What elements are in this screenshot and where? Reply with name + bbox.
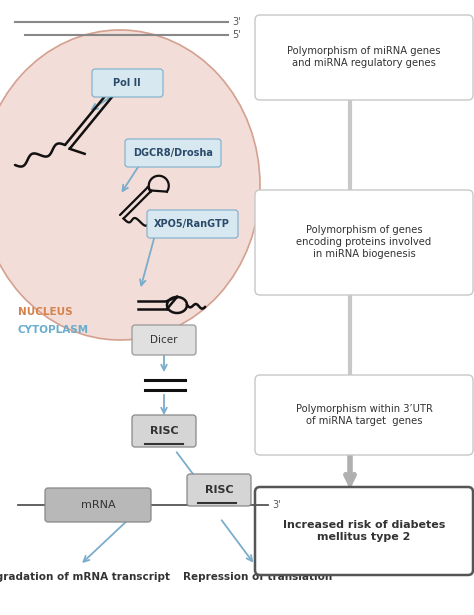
Text: Dicer: Dicer (150, 335, 178, 345)
Text: Polymorphism of miRNA genes
and miRNA regulatory genes: Polymorphism of miRNA genes and miRNA re… (287, 46, 441, 68)
FancyBboxPatch shape (255, 190, 473, 295)
Text: 3': 3' (232, 17, 241, 27)
Text: CYTOPLASM: CYTOPLASM (18, 325, 89, 335)
Text: XPO5/RanGTP: XPO5/RanGTP (154, 219, 230, 229)
Text: Repression of translation: Repression of translation (183, 572, 333, 582)
Text: Polymorphism of genes
encoding proteins involved
in miRNA biogenesis: Polymorphism of genes encoding proteins … (296, 226, 432, 258)
Text: NUCLEUS: NUCLEUS (18, 307, 73, 317)
FancyBboxPatch shape (45, 488, 151, 522)
FancyBboxPatch shape (187, 474, 251, 506)
Text: 3': 3' (272, 500, 281, 510)
Text: Degradation of mRNA transcript: Degradation of mRNA transcript (0, 572, 170, 582)
Text: Polymorphism within 3’UTR
of miRNA target  genes: Polymorphism within 3’UTR of miRNA targe… (296, 404, 432, 426)
Text: RISC: RISC (150, 426, 178, 436)
Text: DGCR8/Drosha: DGCR8/Drosha (133, 148, 213, 158)
FancyBboxPatch shape (255, 15, 473, 100)
FancyBboxPatch shape (255, 487, 473, 575)
FancyBboxPatch shape (132, 415, 196, 447)
Text: Increased risk of diabetes
mellitus type 2: Increased risk of diabetes mellitus type… (283, 520, 445, 542)
Text: 5': 5' (232, 30, 241, 40)
FancyBboxPatch shape (255, 375, 473, 455)
FancyBboxPatch shape (125, 139, 221, 167)
FancyBboxPatch shape (92, 69, 163, 97)
Text: RISC: RISC (205, 485, 233, 495)
FancyBboxPatch shape (132, 325, 196, 355)
Ellipse shape (0, 30, 260, 340)
Text: mRNA: mRNA (81, 500, 115, 510)
Text: Pol II: Pol II (113, 78, 141, 88)
FancyBboxPatch shape (147, 210, 238, 238)
